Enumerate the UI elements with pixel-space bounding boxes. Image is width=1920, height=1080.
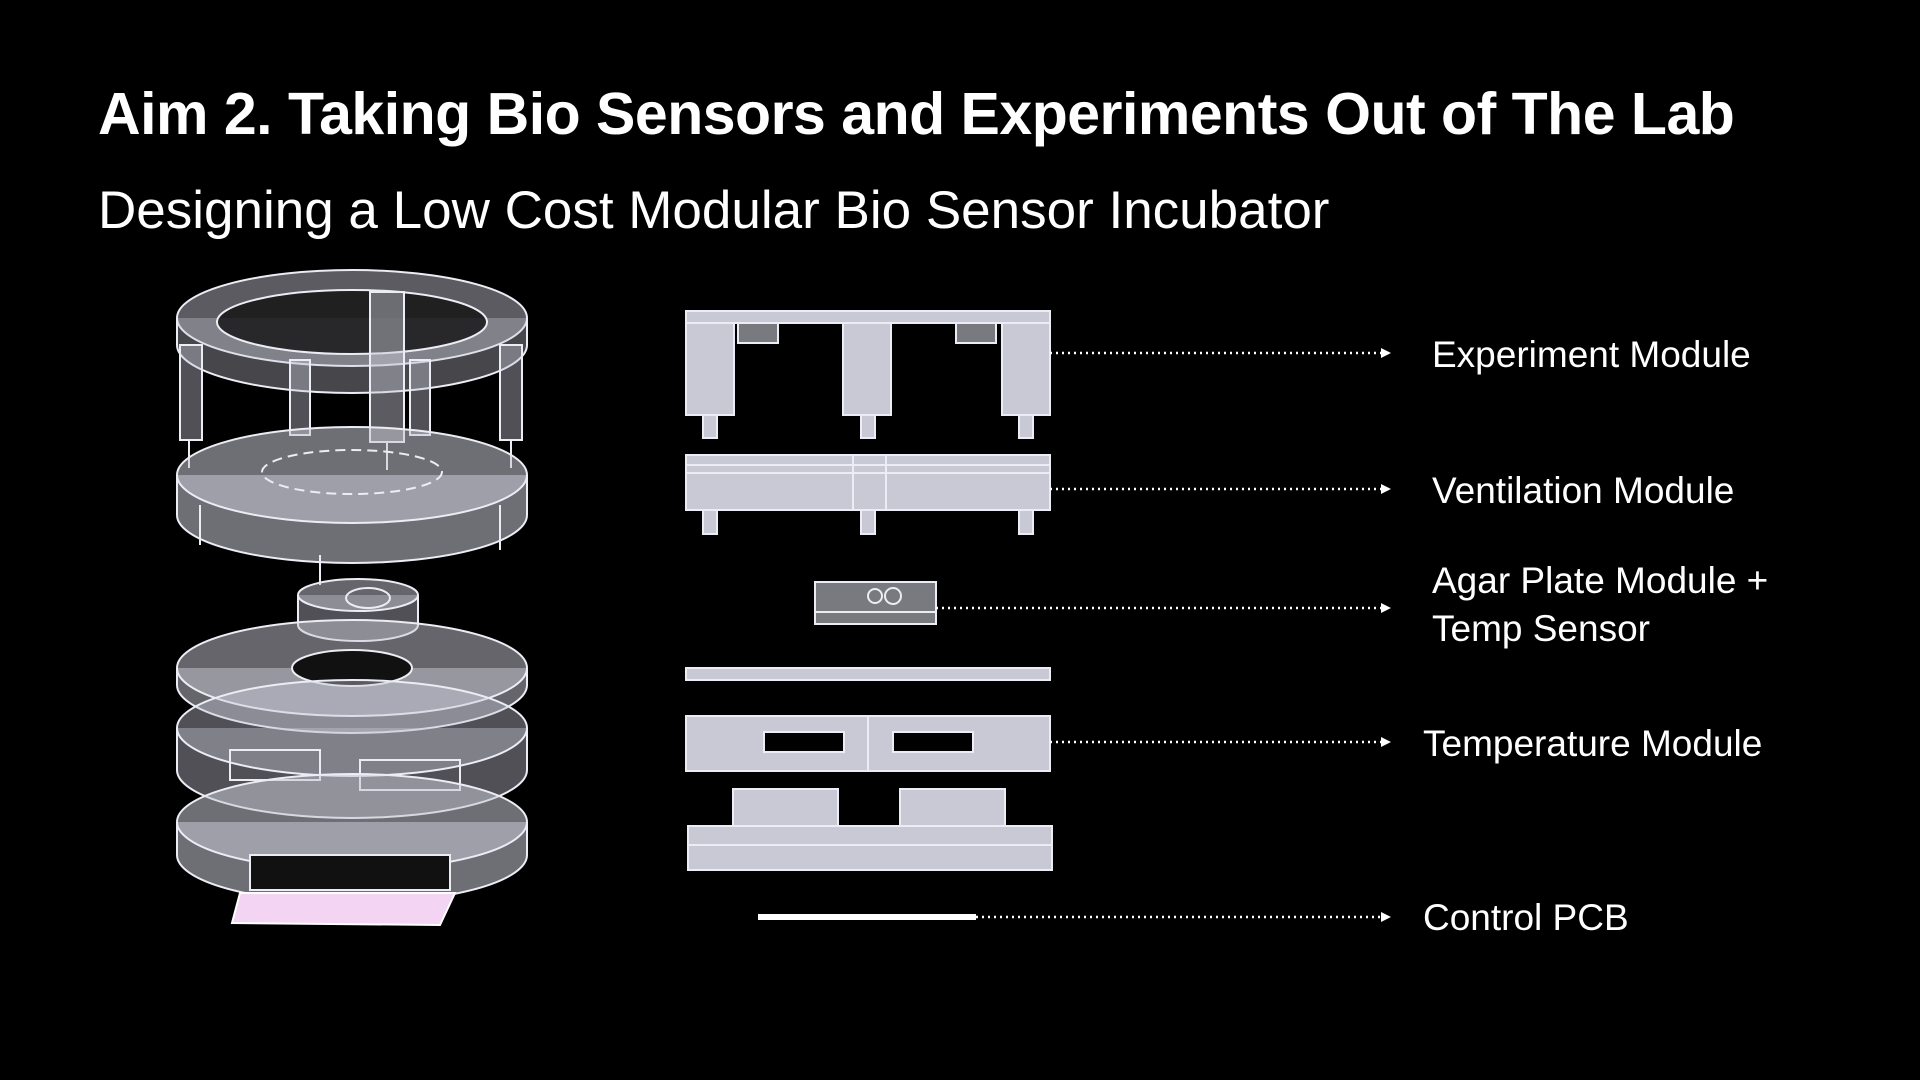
side-view bbox=[685, 310, 1053, 920]
label-temp-sensor: Temp Sensor bbox=[1432, 608, 1650, 649]
label-agar-plate-module: Agar Plate Module + bbox=[1432, 560, 1769, 601]
side-experiment-module bbox=[685, 310, 1051, 439]
label-temperature-module: Temperature Module bbox=[1423, 723, 1763, 764]
slide-title: Aim 2. Taking Bio Sensors and Experiment… bbox=[98, 81, 1735, 147]
iso-ventilation-module bbox=[176, 426, 528, 564]
iso-control-pcb bbox=[230, 892, 457, 927]
side-control-pcb bbox=[758, 914, 976, 920]
iso-base bbox=[176, 773, 528, 904]
side-ventilation-module bbox=[685, 454, 1051, 535]
side-temperature-module bbox=[685, 715, 1051, 772]
iso-experiment-module bbox=[176, 269, 528, 470]
exploded-view bbox=[176, 269, 528, 927]
side-thin-plate bbox=[685, 667, 1051, 681]
leader-arrows bbox=[936, 348, 1391, 922]
side-base bbox=[687, 788, 1053, 871]
label-control-pcb: Control PCB bbox=[1423, 897, 1629, 938]
slide-subtitle: Designing a Low Cost Modular Bio Sensor … bbox=[98, 181, 1330, 240]
label-experiment-module: Experiment Module bbox=[1432, 334, 1751, 375]
label-ventilation-module: Ventilation Module bbox=[1432, 470, 1735, 511]
side-agar-plate bbox=[814, 581, 937, 625]
